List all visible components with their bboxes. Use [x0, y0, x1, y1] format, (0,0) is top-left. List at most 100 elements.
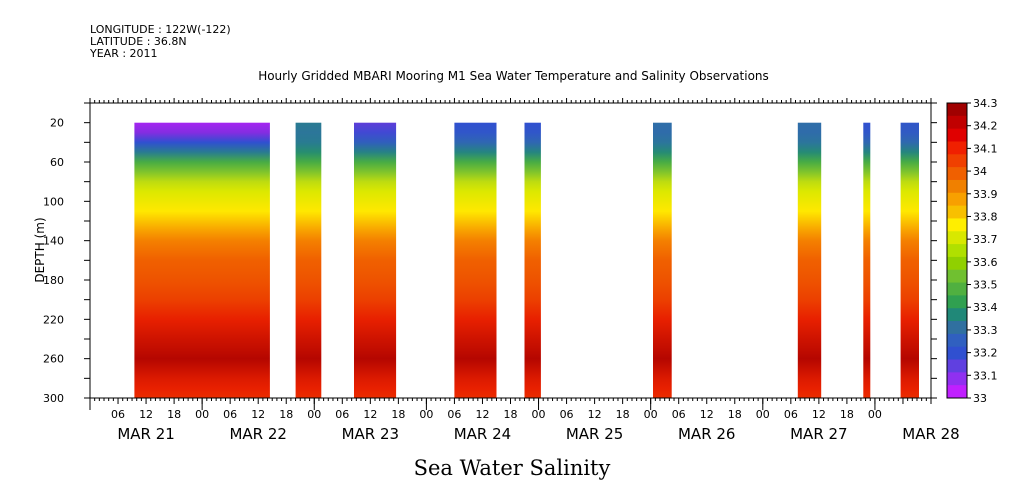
- colorbar-label: 34.1: [973, 142, 998, 155]
- y-tick-label: 180: [43, 274, 64, 287]
- colorbar-swatch: [947, 205, 967, 219]
- colorbar-swatch: [947, 192, 967, 207]
- colorbar-swatch: [947, 308, 967, 322]
- colorbar-label: 34.3: [973, 97, 998, 110]
- x-hour-label: 12: [700, 408, 714, 421]
- axis-labels: 20 60 100 140 180 220 260 300 06 12 18 00 06 12 18 00 06…: [43, 117, 960, 443]
- colorbar-swatch: [947, 141, 967, 155]
- x-hour-label: 06: [672, 408, 686, 421]
- x-hour-label: 06: [223, 408, 237, 421]
- colorbar-label: 33: [973, 392, 987, 405]
- x-hour-label: 12: [363, 408, 377, 421]
- x-day-label: MAR 26: [678, 425, 735, 443]
- x-hour-label: 00: [532, 408, 546, 421]
- bottom-title: Sea Water Salinity: [413, 456, 611, 480]
- x-hour-label: 00: [644, 408, 658, 421]
- x-hour-label: 18: [391, 408, 405, 421]
- observation-segment: [797, 122, 822, 398]
- observation-segment: [134, 122, 270, 398]
- x-hour-label: 06: [111, 408, 125, 421]
- colorbar-swatch: [947, 128, 967, 142]
- colorbar-swatch: [947, 167, 967, 181]
- y-tick-label: 300: [43, 392, 64, 405]
- x-day-label: MAR 28: [902, 425, 959, 443]
- x-hour-label: 00: [756, 408, 770, 421]
- x-day-label: MAR 25: [566, 425, 623, 443]
- x-hour-label: 18: [840, 408, 854, 421]
- colorbar-swatch: [947, 372, 967, 386]
- colorbar-swatch: [947, 256, 967, 271]
- colorbar-swatch: [947, 115, 967, 130]
- x-day-label: MAR 22: [229, 425, 286, 443]
- x-hour-label: 18: [279, 408, 293, 421]
- colorbar-label: 33.6: [973, 256, 998, 269]
- observation-segment: [354, 122, 397, 398]
- year-label: YEAR : 2011: [90, 47, 158, 60]
- colorbar-label: 33.5: [973, 279, 998, 292]
- colorbar-swatch: [947, 282, 967, 296]
- colorbar-label: 33.7: [973, 233, 998, 246]
- x-hour-label: 12: [475, 408, 489, 421]
- x-hour-label: 06: [447, 408, 461, 421]
- x-hour-label: 00: [195, 408, 209, 421]
- colorbar-swatch: [947, 103, 967, 117]
- y-tick-label: 140: [43, 235, 64, 248]
- x-hour-label: 18: [504, 408, 518, 421]
- colorbar-swatch: [947, 154, 967, 168]
- x-hour-label: 12: [588, 408, 602, 421]
- x-hour-label: 00: [307, 408, 321, 421]
- colorbar-swatch: [947, 321, 967, 335]
- x-day-label: MAR 23: [342, 425, 399, 443]
- x-hour-label: 12: [139, 408, 153, 421]
- colorbar-swatch: [947, 295, 967, 309]
- longitude-label: LONGITUDE : 122W(-122): [90, 23, 231, 36]
- colorbar-swatch: [947, 231, 967, 245]
- colorbar-swatch: [947, 359, 967, 373]
- observation-segment: [295, 122, 322, 398]
- data-layer: [134, 122, 919, 398]
- y-axis-label: DEPTH (m): [33, 217, 47, 282]
- y-tick-label: 260: [43, 353, 64, 366]
- observation-segment: [653, 122, 672, 398]
- y-tick-label: 20: [50, 117, 64, 130]
- x-hour-label: 18: [616, 408, 630, 421]
- x-hour-label: 06: [784, 408, 798, 421]
- y-tick-label: 220: [43, 313, 64, 326]
- colorbar-swatch: [947, 385, 967, 399]
- x-hour-label: 00: [419, 408, 433, 421]
- x-hour-label: 12: [251, 408, 265, 421]
- colorbar: 34.3 34.2 34.1 34 33.9 33.8 33.7 33.6 33.5 33.4 33…: [946, 97, 998, 405]
- colorbar-label: 33.1: [973, 369, 998, 382]
- colorbar-frame: [946, 102, 968, 399]
- colorbar-swatch: [947, 333, 967, 348]
- observation-segment: [524, 122, 541, 398]
- colorbar-label: 34: [973, 165, 987, 178]
- observation-segment: [863, 122, 871, 398]
- colorbar-label: 33.8: [973, 210, 998, 223]
- y-tick-label: 100: [43, 195, 64, 208]
- x-hour-label: 06: [560, 408, 574, 421]
- axis-ticks: [84, 98, 937, 410]
- x-hour-label: 18: [728, 408, 742, 421]
- x-hour-label: 12: [812, 408, 826, 421]
- colorbar-swatch: [947, 269, 967, 284]
- colorbar-label: 33.3: [973, 324, 998, 337]
- observation-segment: [900, 122, 919, 398]
- x-hour-label: 06: [335, 408, 349, 421]
- colorbar-swatch: [947, 244, 967, 258]
- x-day-label: MAR 27: [790, 425, 847, 443]
- x-hour-label: 18: [167, 408, 181, 421]
- colorbar-swatch: [947, 218, 967, 232]
- colorbar-label: 33.2: [973, 347, 998, 360]
- latitude-label: LATITUDE : 36.8N: [90, 35, 187, 48]
- colorbar-label: 33.9: [973, 188, 998, 201]
- colorbar-swatch: [947, 179, 967, 194]
- colorbar-label: 33.4: [973, 301, 998, 314]
- x-day-label: MAR 24: [454, 425, 511, 443]
- observation-segment: [454, 122, 497, 398]
- chart-title: Hourly Gridded MBARI Mooring M1 Sea Wate…: [258, 69, 769, 83]
- x-day-label: MAR 21: [117, 425, 174, 443]
- colorbar-swatch: [947, 346, 967, 361]
- y-tick-label: 60: [50, 156, 64, 169]
